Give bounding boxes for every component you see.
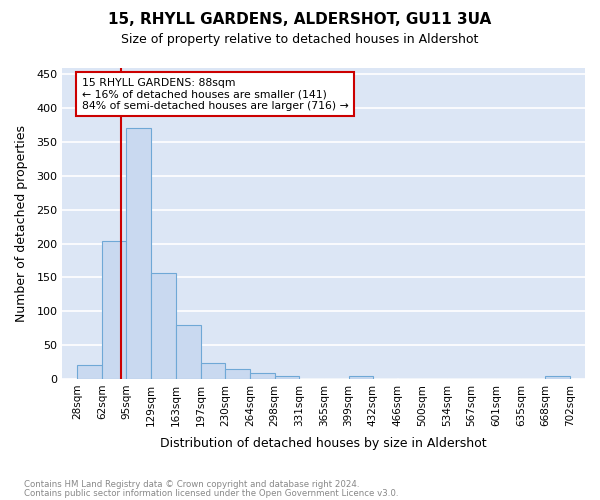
Bar [225, 368, 250, 379]
Bar [176, 324, 200, 379]
Bar [545, 376, 570, 379]
Bar [77, 366, 102, 379]
Bar [102, 242, 126, 379]
Text: Contains public sector information licensed under the Open Government Licence v3: Contains public sector information licen… [24, 488, 398, 498]
X-axis label: Distribution of detached houses by size in Aldershot: Distribution of detached houses by size … [160, 437, 487, 450]
Bar [201, 364, 225, 379]
Text: 15 RHYLL GARDENS: 88sqm
← 16% of detached houses are smaller (141)
84% of semi-d: 15 RHYLL GARDENS: 88sqm ← 16% of detache… [82, 78, 349, 111]
Bar [275, 376, 299, 379]
Y-axis label: Number of detached properties: Number of detached properties [15, 124, 28, 322]
Bar [250, 374, 275, 379]
Text: Contains HM Land Registry data © Crown copyright and database right 2024.: Contains HM Land Registry data © Crown c… [24, 480, 359, 489]
Bar [151, 272, 176, 379]
Bar [349, 376, 373, 379]
Text: Size of property relative to detached houses in Aldershot: Size of property relative to detached ho… [121, 32, 479, 46]
Bar [127, 128, 151, 379]
Text: 15, RHYLL GARDENS, ALDERSHOT, GU11 3UA: 15, RHYLL GARDENS, ALDERSHOT, GU11 3UA [109, 12, 491, 28]
